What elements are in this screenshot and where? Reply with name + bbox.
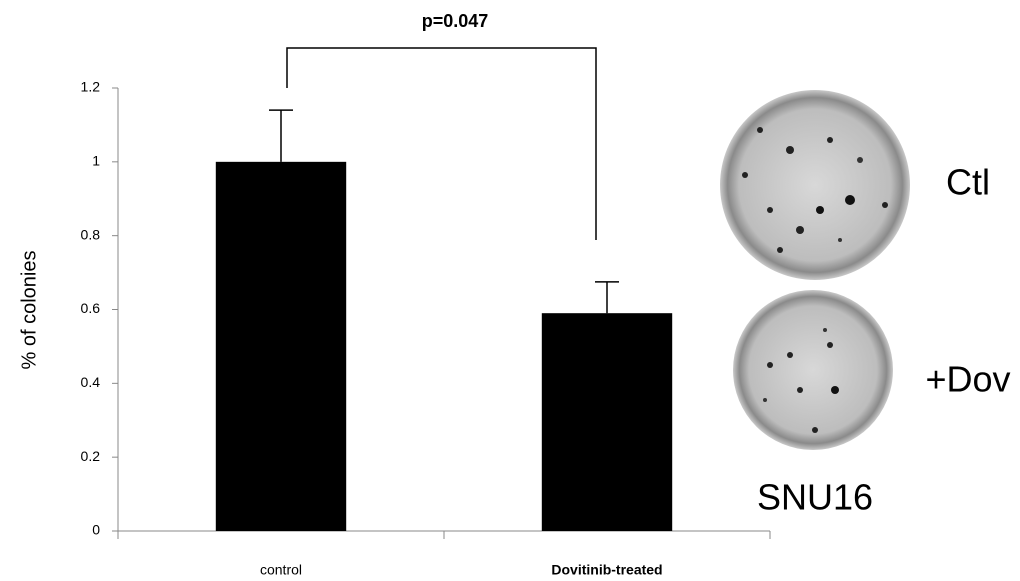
- image-label: SNU16: [757, 477, 873, 518]
- y-tick-label: 1: [92, 153, 100, 169]
- error-bar: [595, 281, 619, 314]
- x-tick-label: Dovitinib-treated: [551, 562, 662, 578]
- image-label: Ctl: [946, 162, 990, 203]
- y-tick-label: 1.2: [81, 79, 101, 95]
- bar: [215, 161, 347, 532]
- y-tick-label: 0.6: [81, 300, 101, 316]
- image-label: +Dov: [925, 359, 1010, 400]
- significance-bracket: [286, 47, 597, 240]
- error-bar: [269, 109, 293, 162]
- bar: [541, 313, 673, 531]
- y-axis-label: % of colonies: [18, 251, 40, 370]
- plate-dov: [733, 290, 893, 450]
- y-tick-label: 0.4: [81, 374, 101, 390]
- plate-ctl: [720, 90, 910, 280]
- p-value: p=0.047: [422, 11, 489, 31]
- x-tick-label: control: [260, 562, 302, 578]
- y-tick-label: 0.2: [81, 448, 101, 464]
- y-tick-label: 0: [92, 522, 100, 538]
- y-tick-label: 0.8: [81, 226, 101, 242]
